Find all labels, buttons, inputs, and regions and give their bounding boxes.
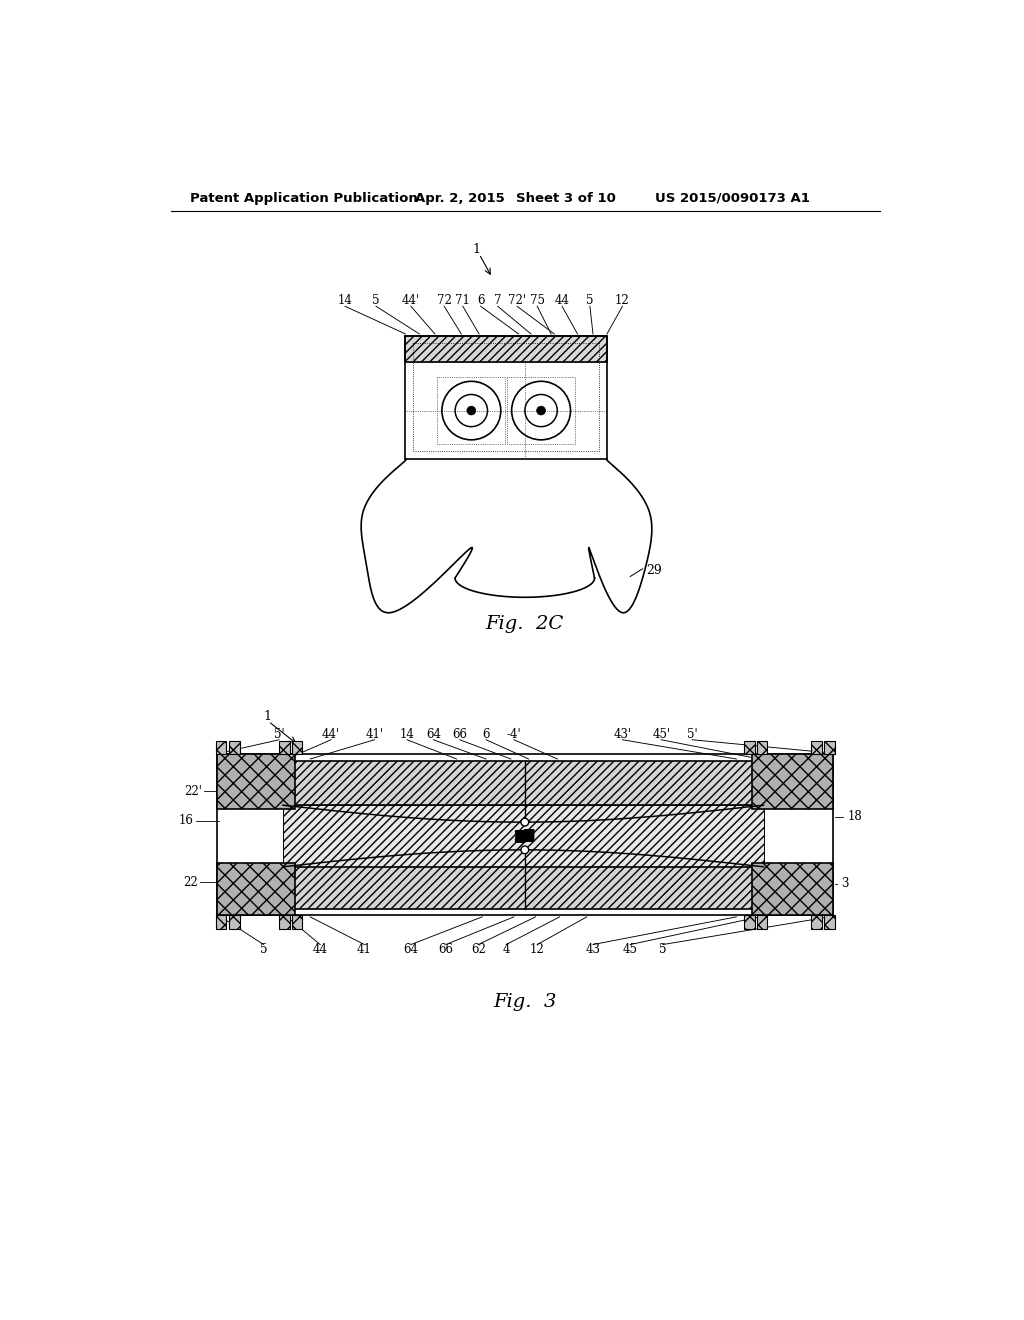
Text: 75: 75: [529, 294, 545, 308]
Text: Fig.  2C: Fig. 2C: [485, 615, 564, 634]
Text: 4: 4: [503, 944, 510, 957]
Text: 41': 41': [366, 727, 383, 741]
Text: 44': 44': [322, 727, 340, 741]
Text: 14: 14: [399, 727, 415, 741]
Text: 66: 66: [453, 727, 467, 741]
Text: 72': 72': [508, 294, 526, 308]
Text: 45': 45': [652, 727, 671, 741]
Text: 5': 5': [687, 727, 697, 741]
Polygon shape: [752, 755, 834, 809]
Text: 22: 22: [183, 875, 198, 888]
Text: 44': 44': [401, 294, 420, 308]
Text: 6: 6: [477, 294, 484, 308]
Text: 12: 12: [529, 944, 545, 957]
Text: Apr. 2, 2015: Apr. 2, 2015: [415, 191, 505, 205]
Polygon shape: [757, 741, 767, 755]
Text: 5: 5: [373, 294, 380, 308]
Polygon shape: [811, 915, 821, 929]
Text: 18: 18: [847, 810, 862, 824]
Text: Sheet 3 of 10: Sheet 3 of 10: [515, 191, 615, 205]
Text: 12: 12: [615, 294, 630, 308]
Text: 16: 16: [179, 814, 194, 828]
Text: 64: 64: [403, 944, 419, 957]
Text: 43': 43': [613, 727, 632, 741]
Circle shape: [537, 407, 546, 414]
Text: 72: 72: [437, 294, 452, 308]
Polygon shape: [216, 741, 226, 755]
Text: 7: 7: [494, 294, 502, 308]
Text: 1: 1: [263, 710, 271, 723]
Polygon shape: [283, 805, 764, 867]
Polygon shape: [280, 915, 290, 929]
Circle shape: [521, 818, 528, 826]
Text: 45: 45: [623, 944, 638, 957]
Polygon shape: [280, 741, 290, 755]
Text: 66: 66: [438, 944, 454, 957]
Polygon shape: [811, 741, 821, 755]
Polygon shape: [228, 915, 240, 929]
Polygon shape: [234, 760, 815, 805]
Text: 14: 14: [338, 294, 352, 308]
Text: 5: 5: [586, 294, 594, 308]
Text: 22': 22': [183, 785, 202, 797]
Polygon shape: [406, 335, 607, 363]
Text: 5: 5: [659, 944, 667, 957]
Text: 5': 5': [273, 727, 285, 741]
Polygon shape: [217, 863, 295, 915]
Text: 44: 44: [312, 944, 328, 957]
Text: 62: 62: [471, 944, 485, 957]
Text: -4': -4': [507, 727, 521, 741]
Polygon shape: [216, 915, 226, 929]
Text: 64: 64: [426, 727, 441, 741]
Polygon shape: [744, 741, 755, 755]
Circle shape: [521, 846, 528, 854]
Polygon shape: [234, 867, 815, 909]
Text: 41: 41: [357, 944, 372, 957]
Text: 5: 5: [260, 944, 267, 957]
Polygon shape: [217, 755, 295, 809]
Polygon shape: [824, 741, 835, 755]
Polygon shape: [292, 741, 302, 755]
Text: 44: 44: [555, 294, 569, 308]
Polygon shape: [744, 915, 755, 929]
Text: Patent Application Publication: Patent Application Publication: [190, 191, 418, 205]
Text: 71: 71: [456, 294, 470, 308]
Polygon shape: [824, 915, 835, 929]
Text: 29: 29: [646, 564, 662, 577]
Text: 43: 43: [586, 944, 600, 957]
Text: 6: 6: [482, 727, 489, 741]
Text: Fig.  3: Fig. 3: [494, 993, 556, 1011]
Circle shape: [467, 407, 476, 414]
Text: 3: 3: [841, 878, 849, 890]
Text: US 2015/0090173 A1: US 2015/0090173 A1: [655, 191, 810, 205]
Polygon shape: [752, 863, 834, 915]
Polygon shape: [228, 741, 240, 755]
Polygon shape: [757, 915, 767, 929]
Text: 1: 1: [473, 243, 480, 256]
Polygon shape: [292, 915, 302, 929]
